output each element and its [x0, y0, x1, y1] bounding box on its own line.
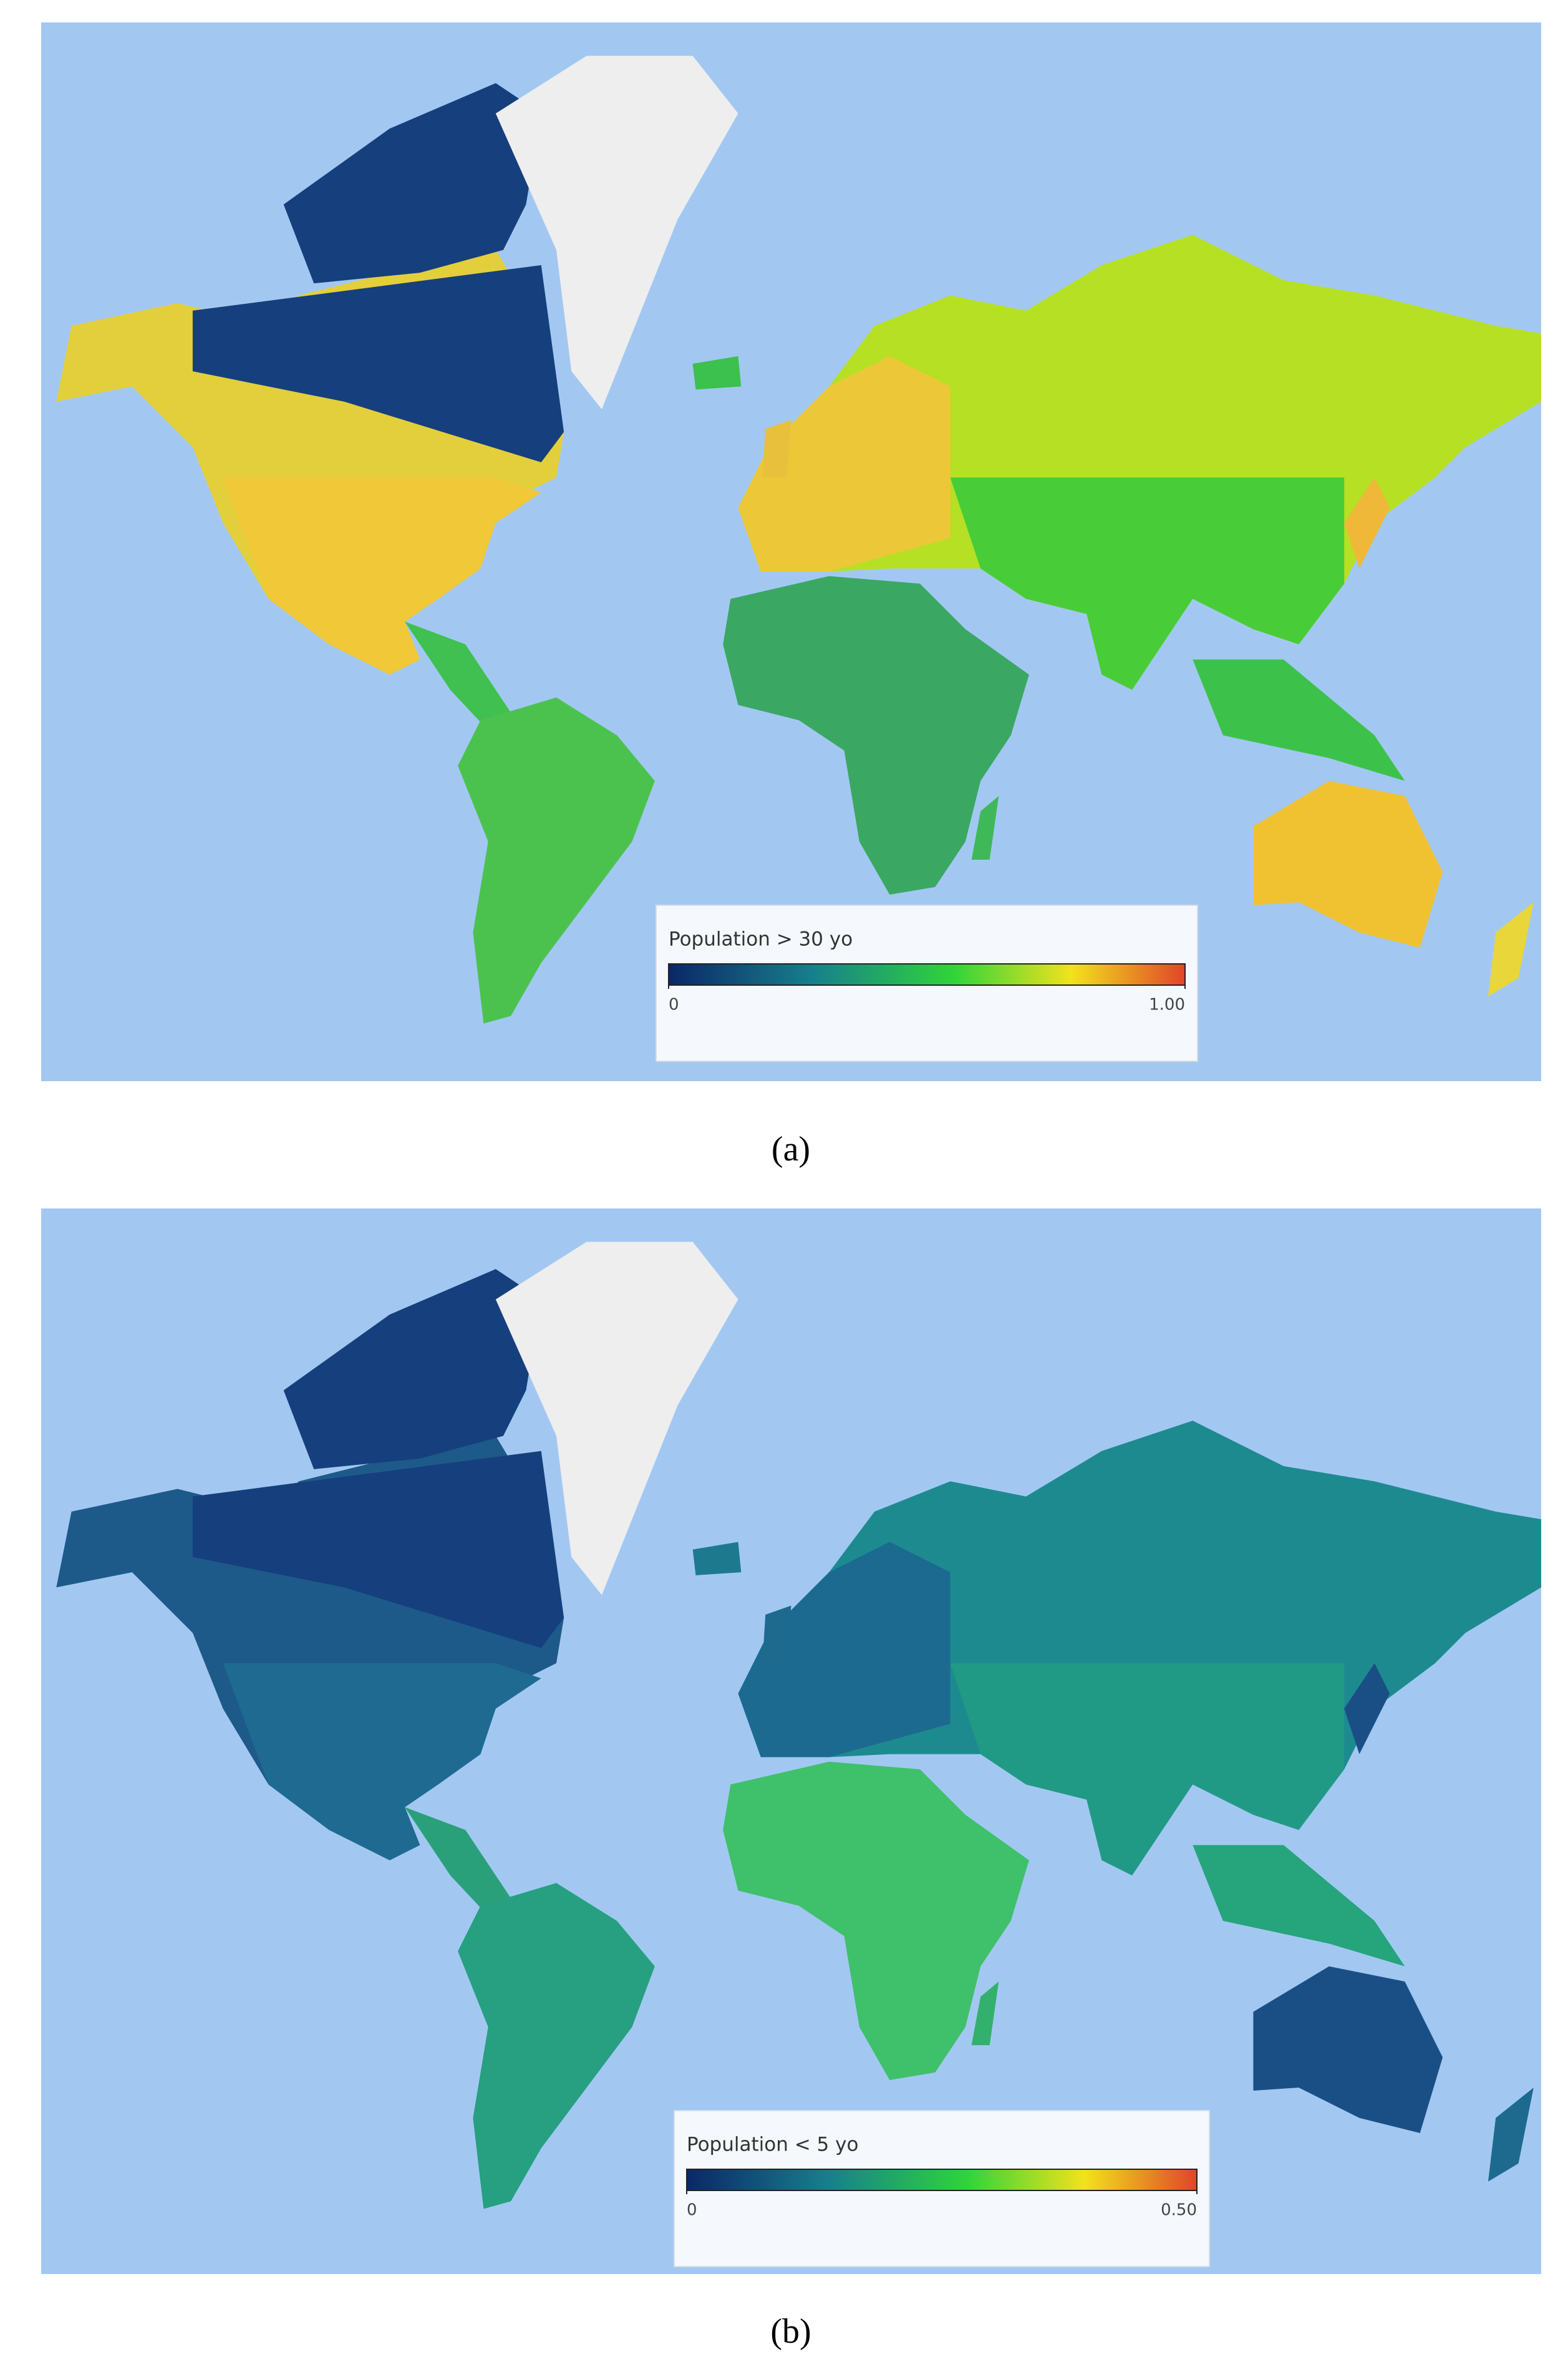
panel-label: (a)	[772, 1130, 810, 1169]
land	[738, 1542, 951, 1757]
tick-label: 0	[687, 2201, 697, 2220]
land	[762, 1605, 791, 1663]
legend-title: Population > 30 yo	[669, 928, 853, 951]
color-ramp	[686, 2169, 1198, 2191]
tick-label: 0	[669, 996, 679, 1014]
land	[192, 265, 564, 463]
panel-label: (b)	[770, 2312, 811, 2351]
land	[192, 1451, 564, 1648]
color-ramp	[668, 963, 1186, 986]
tick-label: 0.50	[1161, 2201, 1197, 2220]
tick-label: 1.00	[1149, 996, 1185, 1014]
map-b	[41, 1208, 1541, 2274]
legend-title: Population < 5 yo	[687, 2134, 858, 2156]
land	[738, 356, 951, 572]
